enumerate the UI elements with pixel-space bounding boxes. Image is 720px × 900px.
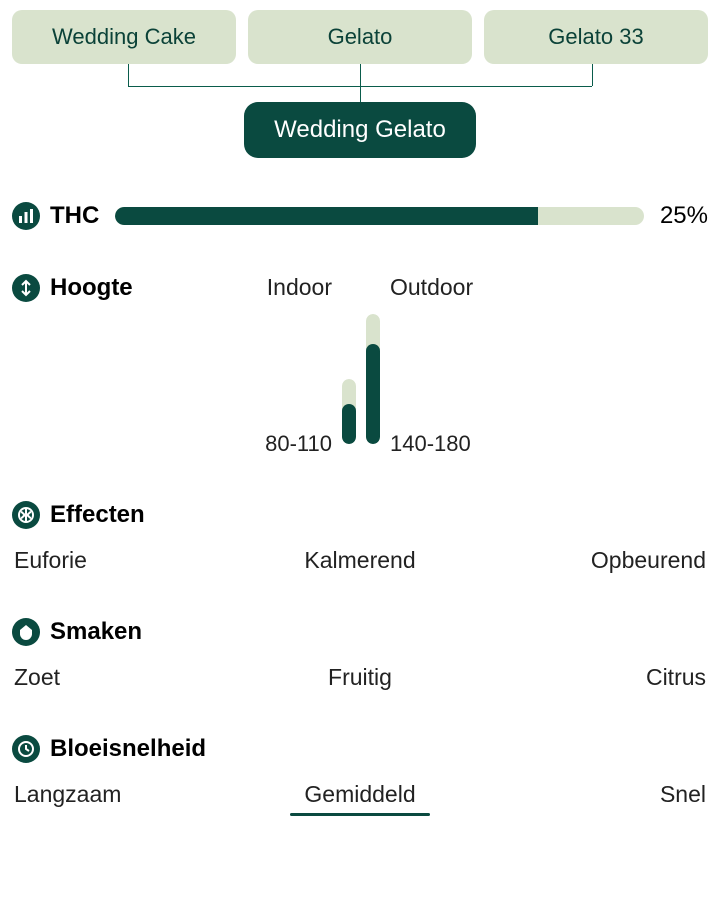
lineage-parent: Wedding Cake	[12, 10, 236, 64]
height-section: Hoogte Indoor 80-110 Outdo	[12, 274, 708, 457]
thc-label: THC	[50, 202, 99, 230]
tastes-section: Smaken Zoet Fruitig Citrus	[12, 618, 708, 691]
effects-label: Effecten	[50, 501, 145, 529]
indoor-bar	[342, 379, 356, 444]
bars-icon	[12, 202, 40, 230]
lineage-tree: Wedding Cake Gelato Gelato 33 Wedding Ge…	[12, 10, 708, 158]
lineage-parent: Gelato	[248, 10, 472, 64]
speed-item: Snel	[475, 781, 706, 808]
taste-item: Zoet	[14, 664, 245, 691]
taste-icon	[12, 618, 40, 646]
speed-label: Bloeisnelheid	[50, 735, 206, 763]
thc-row: THC 25%	[12, 202, 708, 230]
tastes-label: Smaken	[50, 618, 142, 646]
outdoor-label: Outdoor	[390, 274, 520, 301]
thc-percent: 25%	[660, 202, 708, 230]
speed-item: Langzaam	[14, 781, 245, 808]
speed-item-selected: Gemiddeld	[245, 781, 476, 808]
clock-icon	[12, 735, 40, 763]
taste-item: Fruitig	[245, 664, 476, 691]
effect-item: Euforie	[14, 547, 245, 574]
effect-item: Opbeurend	[475, 547, 706, 574]
indoor-range: 80-110	[212, 431, 332, 457]
speed-section: Bloeisnelheid Langzaam Gemiddeld Snel	[12, 735, 708, 808]
thc-bar	[115, 207, 644, 225]
effect-item: Kalmerend	[245, 547, 476, 574]
lineage-child: Wedding Gelato	[244, 102, 476, 158]
effects-section: Effecten Euforie Kalmerend Opbeurend	[12, 501, 708, 574]
lineage-parent: Gelato 33	[484, 10, 708, 64]
taste-item: Citrus	[475, 664, 706, 691]
height-label: Hoogte	[50, 274, 133, 302]
updown-icon	[12, 274, 40, 302]
outdoor-bar	[366, 314, 380, 444]
lineage-connectors	[12, 64, 708, 102]
thc-bar-fill	[115, 207, 538, 225]
brain-icon	[12, 501, 40, 529]
outdoor-range: 140-180	[390, 431, 520, 457]
indoor-label: Indoor	[212, 274, 332, 301]
